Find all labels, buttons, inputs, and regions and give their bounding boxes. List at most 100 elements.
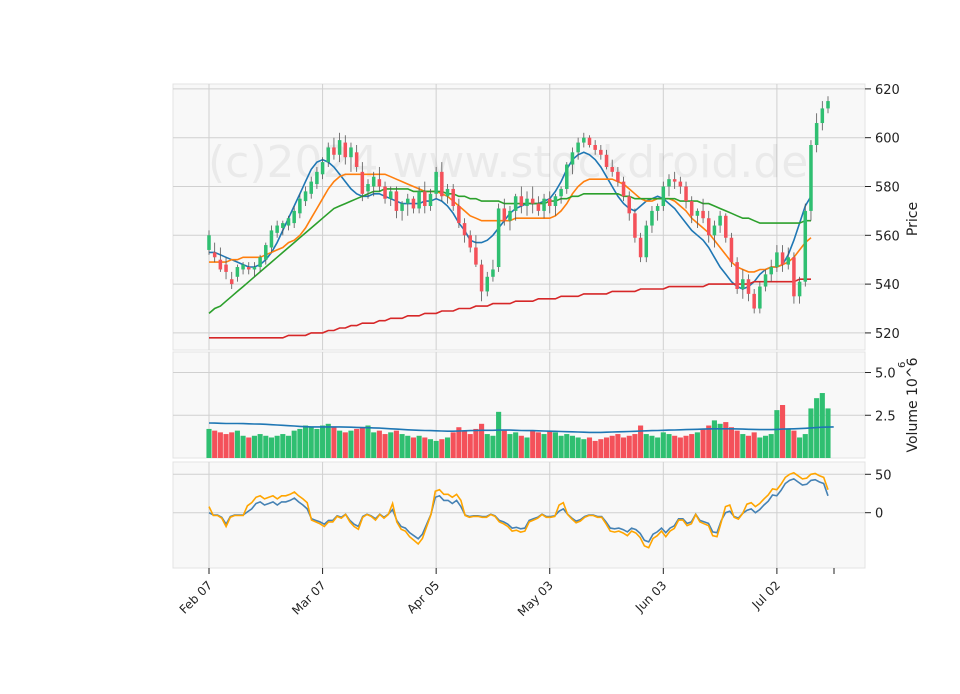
- price-tick-label: 520: [875, 327, 900, 342]
- osc-tick-label: 50: [875, 468, 892, 483]
- candle-body: [440, 171, 444, 197]
- candle-body: [803, 210, 808, 282]
- volume-bar: [700, 428, 706, 458]
- volume-bar: [677, 437, 683, 458]
- candle-body: [570, 152, 575, 165]
- volume-bar: [740, 434, 746, 458]
- volume-bar: [797, 437, 803, 458]
- candle-body: [235, 267, 240, 277]
- candle-body: [633, 213, 637, 238]
- candle-body: [678, 181, 683, 187]
- volume-bar: [808, 408, 814, 458]
- candle-body: [610, 166, 614, 172]
- candle-body: [406, 198, 410, 204]
- candle-body: [814, 123, 819, 146]
- candle-body: [695, 210, 700, 216]
- candle-body: [275, 225, 279, 233]
- volume-bar: [666, 434, 672, 458]
- candle-body: [224, 264, 228, 272]
- candle-body: [826, 101, 830, 109]
- volume-bar: [365, 425, 371, 458]
- volume-bar: [376, 430, 382, 458]
- volume-bar: [586, 437, 593, 458]
- volume-bar: [575, 437, 581, 458]
- candle-body: [741, 279, 745, 289]
- x-tick-label: Jul 02: [749, 578, 783, 612]
- candle-body: [332, 147, 336, 155]
- volume-bar: [785, 428, 791, 458]
- candle-body: [445, 188, 450, 197]
- volume-bar: [410, 437, 416, 458]
- volume-bar: [467, 434, 473, 458]
- volume-bar: [632, 434, 638, 458]
- volume-bar: [206, 428, 212, 458]
- price-tick-label: 580: [875, 180, 900, 195]
- candle-body: [423, 191, 427, 207]
- candle-body: [729, 237, 734, 263]
- volume-bar: [251, 435, 257, 458]
- ma-layer: [208, 151, 834, 434]
- volume-bar: [819, 393, 825, 458]
- volume-bar: [638, 425, 644, 458]
- candle-body: [672, 179, 677, 182]
- candle-body: [769, 267, 773, 275]
- volume-bar: [484, 434, 490, 458]
- candle-body: [661, 186, 666, 207]
- candle-body: [525, 198, 529, 207]
- volume-bar: [342, 432, 348, 458]
- volume-bar: [530, 430, 536, 458]
- volume-bar: [723, 422, 729, 458]
- volume-bar: [751, 432, 757, 458]
- volume-bar: [780, 405, 786, 458]
- price-axis-label: Price: [905, 202, 921, 236]
- volume-bar: [405, 435, 411, 458]
- volume-bar: [388, 432, 394, 458]
- candle-body: [264, 245, 268, 260]
- candle-body: [428, 193, 433, 207]
- volume-bar: [280, 434, 286, 458]
- candle-body: [519, 196, 524, 207]
- candle-body: [724, 215, 728, 238]
- candle-body: [587, 137, 592, 146]
- candle-body: [559, 188, 563, 197]
- volume-bar: [768, 434, 774, 458]
- candle-body: [701, 210, 705, 219]
- price-tick-label: 540: [875, 278, 900, 293]
- candle-body: [792, 257, 796, 297]
- volume-bar: [717, 423, 723, 458]
- volume-bar: [337, 430, 343, 458]
- candle-body: [576, 142, 580, 153]
- candle-body: [752, 293, 756, 309]
- volume-bar: [535, 432, 541, 458]
- candle-body: [775, 252, 779, 268]
- moving-average-line: [208, 188, 811, 315]
- volume-bar: [518, 435, 524, 458]
- price-tick-label: 600: [875, 132, 900, 147]
- volume-bar: [694, 432, 700, 458]
- x-tick-label: Mar 07: [289, 578, 328, 617]
- price-tick-label: 620: [875, 83, 900, 98]
- candle-body: [593, 145, 597, 150]
- volume-bar: [490, 435, 496, 458]
- candle-body: [536, 203, 541, 211]
- candle-body: [434, 171, 438, 194]
- candle-body: [298, 198, 302, 214]
- candle-body: [394, 191, 399, 211]
- volume-bar: [762, 435, 769, 458]
- volume-bar: [547, 430, 553, 458]
- volume-bar: [297, 428, 303, 458]
- volume-bar: [234, 430, 240, 458]
- volume-tick-label: 2.5: [875, 409, 896, 424]
- candle-body: [451, 188, 455, 207]
- candle-body: [337, 140, 342, 155]
- candle-body: [621, 181, 626, 197]
- volume-bar: [825, 408, 831, 458]
- volume-bar: [711, 420, 717, 458]
- volume-bar: [439, 439, 445, 458]
- osc-layer: [208, 471, 829, 549]
- volume-bar: [302, 425, 309, 458]
- candle-body: [547, 198, 552, 207]
- volume-bar: [598, 439, 604, 458]
- volume-bar: [444, 437, 451, 458]
